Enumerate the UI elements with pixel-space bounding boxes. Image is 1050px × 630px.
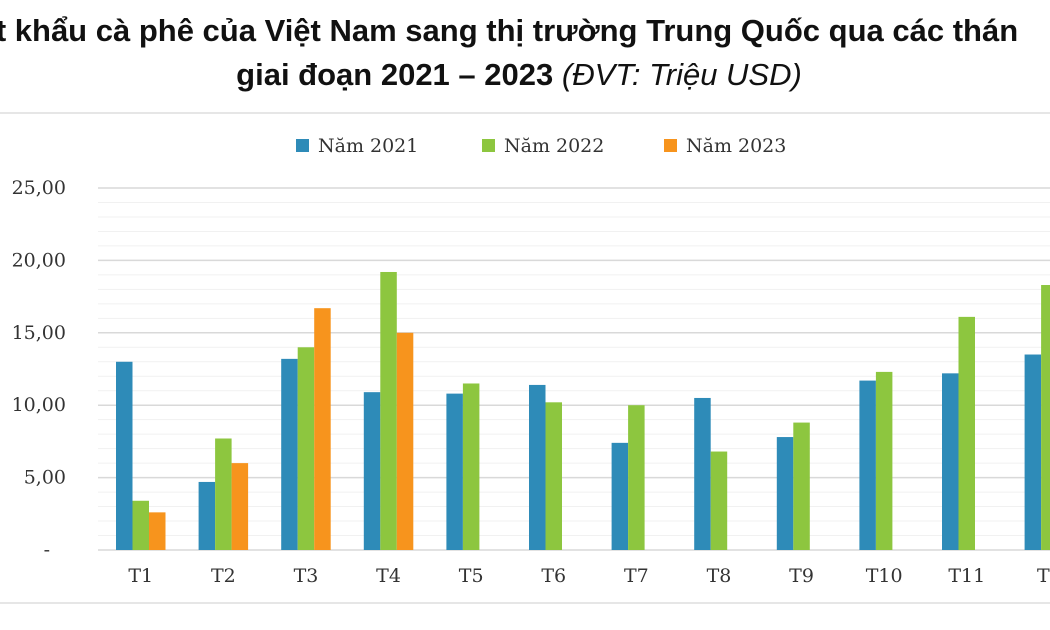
legend-label: Năm 2023 <box>686 135 786 157</box>
x-tick-label: T4 <box>376 565 401 587</box>
bar-năm-2021-t11 <box>942 373 959 550</box>
y-axis-ticks: - 5,00 10,00 15,00 20,00 25,00 <box>12 177 66 561</box>
x-tick-label: T5 <box>459 565 484 587</box>
bar-năm-2022-t4 <box>380 271 397 550</box>
chart-title-period: giai đoạn 2021 – 2023 <box>236 57 554 92</box>
chart-title-line2: giai đoạn 2021 – 2023 (ĐVT: Triệu USD) <box>0 56 1044 94</box>
x-tick-label: T11 <box>948 565 985 587</box>
y-tick-label: 5,00 <box>24 467 66 489</box>
bar-năm-2021-t4 <box>363 392 381 550</box>
bar-năm-2023-t1 <box>149 512 166 550</box>
legend: Năm 2021 Năm 2022 Năm 2023 <box>296 135 786 157</box>
x-tick-label: T6 <box>541 565 566 587</box>
bar-năm-2021-t1 <box>1024 354 1042 550</box>
legend-swatch <box>296 139 309 152</box>
bar-năm-2021-t2 <box>198 481 216 550</box>
bar-năm-2022-t2 <box>215 438 232 550</box>
bar-năm-2022-t11 <box>958 316 975 550</box>
bar-năm-2022-t8 <box>710 451 728 550</box>
bar-năm-2021-t7 <box>611 442 629 550</box>
x-tick-label: T1 <box>1037 565 1050 587</box>
y-tick-label: 10,00 <box>12 394 66 416</box>
bars <box>116 271 1050 550</box>
x-tick-label: T7 <box>624 565 649 587</box>
legend-swatch <box>664 139 677 152</box>
bar-năm-2022-t1 <box>132 500 149 550</box>
bar-năm-2022-t5 <box>462 383 480 550</box>
x-tick-label: T3 <box>294 565 319 587</box>
chart-frame-bottom-border <box>0 602 1050 604</box>
x-tick-label: T9 <box>789 565 814 587</box>
bar-năm-2021-t10 <box>859 380 876 550</box>
bar-năm-2021-t8 <box>694 397 711 550</box>
x-tick-label: T8 <box>707 565 732 587</box>
bar-năm-2022-t6 <box>545 402 562 550</box>
x-axis-ticks: T1 T2 T3 T4 T5 T6 T7 T8 T9 T10 T11 T1 <box>128 565 1050 587</box>
x-tick-label: T1 <box>128 565 153 587</box>
legend-label: Năm 2021 <box>318 135 418 157</box>
x-tick-label: T2 <box>211 565 236 587</box>
y-tick-label: 25,00 <box>12 177 66 199</box>
bar-năm-2023-t3 <box>314 308 331 550</box>
y-tick-label: - <box>44 539 50 561</box>
y-tick-label: 20,00 <box>12 249 66 271</box>
bar-năm-2021-t9 <box>776 437 794 550</box>
bar-năm-2021-t6 <box>529 384 546 550</box>
y-tick-label: 15,00 <box>12 322 66 344</box>
bar-năm-2021-t3 <box>281 358 298 550</box>
bar-năm-2021-t5 <box>446 393 463 550</box>
bar-năm-2021-t1 <box>116 361 133 550</box>
bar-năm-2022-t9 <box>793 422 810 550</box>
chart-title-line1: t khẩu cà phê của Việt Nam sang thị trườ… <box>0 13 1019 48</box>
legend-swatch <box>482 139 495 152</box>
bar-năm-2022-t10 <box>875 371 893 550</box>
legend-label: Năm 2022 <box>504 135 604 157</box>
bar-năm-2022-t3 <box>297 347 315 550</box>
x-tick-label: T10 <box>866 565 903 587</box>
chart-unit-label: (ĐVT: Triệu USD) <box>561 57 802 92</box>
bar-năm-2023-t2 <box>231 463 249 550</box>
bar-năm-2023-t4 <box>396 332 414 550</box>
bar-năm-2022-t1 <box>1041 285 1050 550</box>
bar-năm-2022-t7 <box>628 405 645 550</box>
chart-frame-top-border <box>0 112 1050 114</box>
